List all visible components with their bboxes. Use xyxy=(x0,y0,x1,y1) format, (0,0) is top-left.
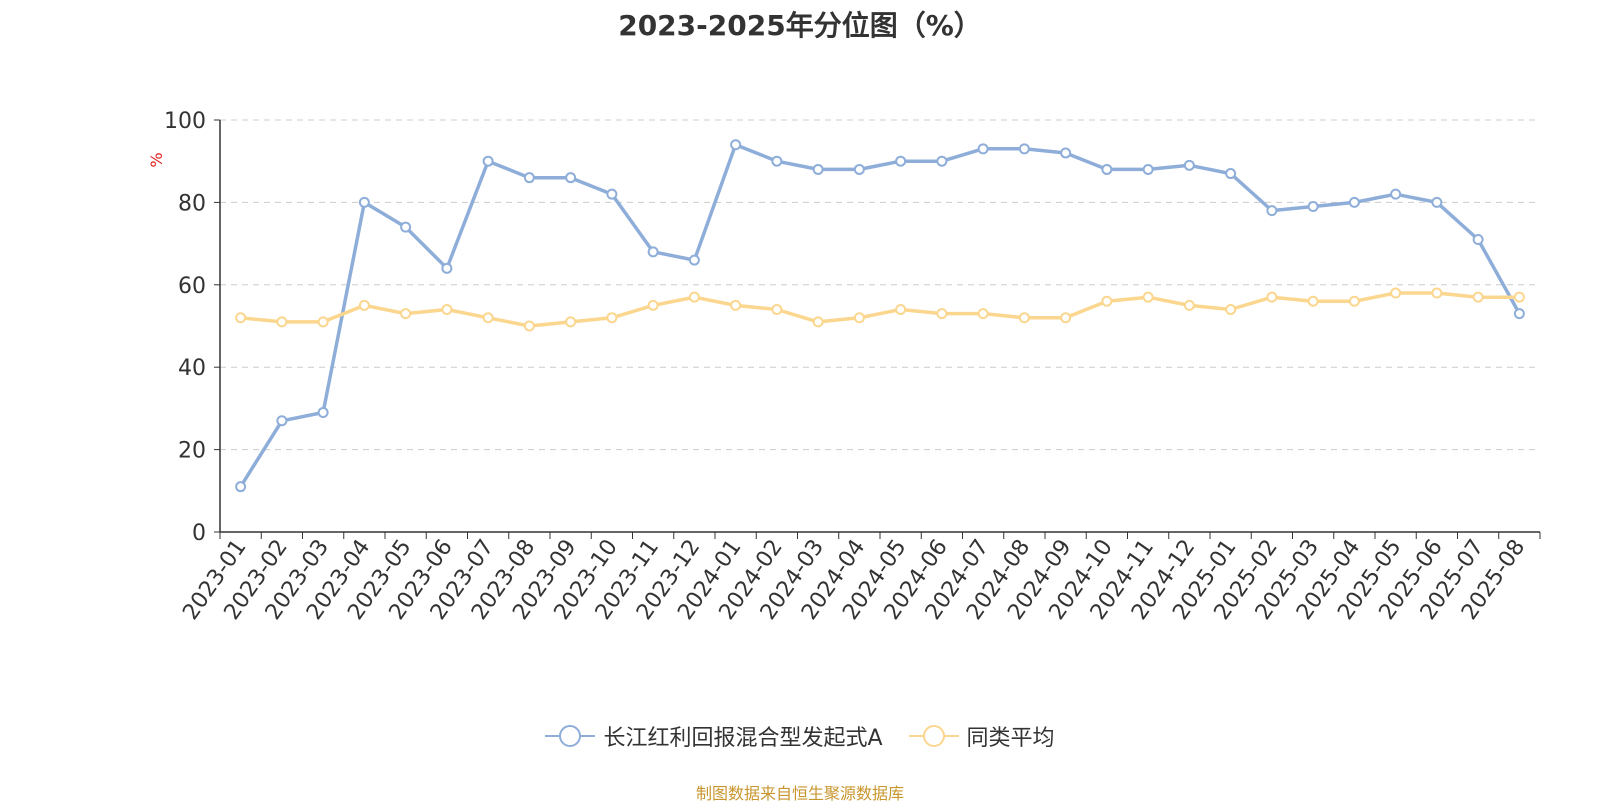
data-point-series-0 xyxy=(1018,143,1030,155)
data-point-series-0 xyxy=(936,155,948,167)
data-point-series-1 xyxy=(895,304,907,316)
chart-title: 2023-2025年分位图（%） xyxy=(618,9,982,42)
data-point-series-1 xyxy=(853,312,865,324)
data-point-series-0 xyxy=(812,163,824,175)
data-point-series-1 xyxy=(771,304,783,316)
data-point-series-1 xyxy=(1225,304,1237,316)
grid-lines xyxy=(220,119,1540,451)
data-point-series-1 xyxy=(482,312,494,324)
data-point-series-1 xyxy=(1513,291,1525,303)
data-point-series-1 xyxy=(1431,287,1443,299)
data-point-series-1 xyxy=(1472,291,1484,303)
data-point-series-0 xyxy=(771,155,783,167)
data-point-series-1 xyxy=(358,299,370,311)
data-point-series-0 xyxy=(1225,168,1237,180)
y-axis-label: % xyxy=(147,152,166,167)
data-point-series-0 xyxy=(523,172,535,184)
y-tick-label-60: 60 xyxy=(178,274,206,299)
data-point-series-0 xyxy=(565,172,577,184)
data-point-series-1 xyxy=(688,291,700,303)
data-point-series-0 xyxy=(317,407,329,419)
data-point-series-1 xyxy=(1348,295,1360,307)
data-point-series-1 xyxy=(276,316,288,328)
data-point-series-1 xyxy=(936,308,948,320)
y-tick-label-80: 80 xyxy=(178,191,206,216)
data-point-series-0 xyxy=(606,188,618,200)
data-point-series-1 xyxy=(1142,291,1154,303)
data-point-series-1 xyxy=(647,299,659,311)
data-point-series-0 xyxy=(647,246,659,258)
legend: 长江红利回报混合型发起式A 同类平均 xyxy=(0,720,1600,752)
data-point-series-1 xyxy=(1101,295,1113,307)
data-point-series-0 xyxy=(1348,196,1360,208)
data-point-series-1 xyxy=(977,308,989,320)
legend-item-fund[interactable]: 长江红利回报混合型发起式A xyxy=(545,720,883,752)
data-point-series-0 xyxy=(358,196,370,208)
y-tick-label-40: 40 xyxy=(178,356,206,381)
data-point-series-0 xyxy=(1431,196,1443,208)
data-point-series-0 xyxy=(1060,147,1072,159)
data-point-series-0 xyxy=(730,139,742,151)
data-point-series-1 xyxy=(1266,291,1278,303)
legend-marker-peer-average xyxy=(908,725,959,747)
data-point-series-0 xyxy=(400,221,412,233)
data-point-series-1 xyxy=(441,304,453,316)
series-lines xyxy=(239,142,1521,488)
data-point-series-0 xyxy=(895,155,907,167)
legend-marker-fund xyxy=(545,725,596,747)
data-point-series-1 xyxy=(1390,287,1402,299)
data-point-series-0 xyxy=(482,155,494,167)
data-point-series-0 xyxy=(1513,308,1525,320)
data-point-series-0 xyxy=(688,254,700,266)
data-point-series-1 xyxy=(606,312,618,324)
data-point-series-1 xyxy=(317,316,329,328)
legend-label-fund: 长江红利回报混合型发起式A xyxy=(603,726,883,751)
y-tick-label-20: 20 xyxy=(178,439,206,464)
data-point-series-1 xyxy=(1307,295,1319,307)
y-tick-label-100: 100 xyxy=(164,109,206,134)
data-point-series-0 xyxy=(1307,201,1319,213)
data-point-series-1 xyxy=(812,316,824,328)
data-point-series-1 xyxy=(1183,299,1195,311)
data-point-series-0 xyxy=(235,481,247,493)
data-point-series-0 xyxy=(1101,163,1113,175)
data-point-series-0 xyxy=(1183,159,1195,171)
y-tick-label-0: 0 xyxy=(192,521,206,546)
data-point-series-1 xyxy=(235,312,247,324)
data-points xyxy=(235,139,1525,493)
data-point-series-0 xyxy=(276,415,288,427)
series-line-1 xyxy=(240,291,1520,328)
legend-label-peer-average: 同类平均 xyxy=(966,726,1055,751)
data-point-series-0 xyxy=(1142,163,1154,175)
data-point-series-0 xyxy=(1266,205,1278,217)
data-point-series-1 xyxy=(1060,312,1072,324)
data-point-series-0 xyxy=(441,262,453,274)
data-point-series-0 xyxy=(853,163,865,175)
series-line-0 xyxy=(239,142,1521,488)
data-point-series-1 xyxy=(400,308,412,320)
data-point-series-1 xyxy=(1018,312,1030,324)
data-point-series-1 xyxy=(523,320,535,332)
data-point-series-0 xyxy=(977,143,989,155)
data-point-series-1 xyxy=(730,299,742,311)
data-source-note: 制图数据来自恒生聚源数据库 xyxy=(695,784,904,803)
data-point-series-0 xyxy=(1472,233,1484,245)
legend-item-peer-average[interactable]: 同类平均 xyxy=(908,720,1055,752)
data-point-series-0 xyxy=(1390,188,1402,200)
data-point-series-1 xyxy=(565,316,577,328)
